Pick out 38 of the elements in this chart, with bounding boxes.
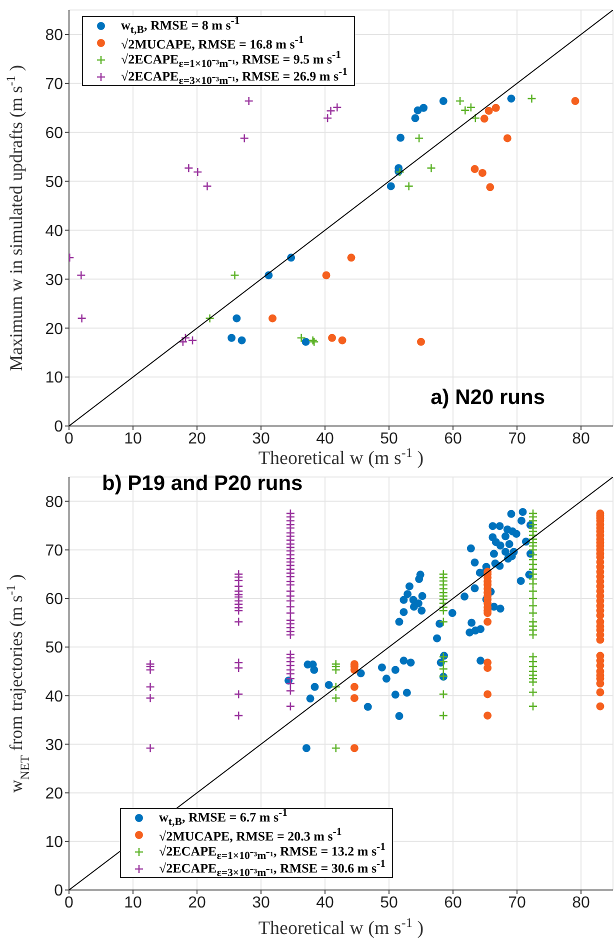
- x-axis-title: Theoretical w (m s$^{-1}$): [258, 914, 424, 939]
- x-tick-label: 70: [508, 894, 526, 912]
- y-tick-label: 10: [45, 370, 64, 387]
- x-tick-label: 60: [444, 894, 462, 912]
- x-tick-label: 20: [188, 894, 206, 912]
- x-tick-label: 50: [380, 430, 398, 448]
- y-tick-label: 80: [45, 27, 64, 44]
- y-tick-label: 70: [45, 76, 64, 94]
- x-tick-label: 30: [252, 430, 270, 448]
- y-tick-label: 70: [45, 542, 64, 560]
- y-tick-label: 10: [45, 834, 64, 852]
- y-tick-label: 50: [45, 640, 64, 657]
- y-tick-label: 30: [45, 736, 64, 754]
- y-tick-label: 30: [45, 272, 64, 289]
- y-tick-label: 80: [45, 494, 64, 511]
- x-tick-label: 40: [316, 430, 334, 448]
- x-tick-label: 30: [252, 894, 270, 912]
- x-axis-title: Theoretical w (m s$^{-1}$): [258, 444, 424, 469]
- y-tick-label: 20: [45, 786, 64, 803]
- y-tick-label: 0: [54, 882, 64, 900]
- x-tick-label: 20: [188, 430, 206, 448]
- x-tick-label: 70: [508, 430, 526, 448]
- x-tick-label: 50: [380, 894, 398, 912]
- y-tick-label: 40: [45, 688, 64, 706]
- x-tick-label: 60: [444, 430, 462, 448]
- y-tick-label: 60: [45, 125, 64, 142]
- y-tick-label: 40: [45, 222, 64, 240]
- x-tick-label: 10: [124, 430, 142, 448]
- x-tick-label: 80: [572, 430, 590, 448]
- y-tick-label: 50: [45, 174, 64, 191]
- y-tick-label: 20: [45, 320, 64, 338]
- x-tick-label: 80: [572, 894, 590, 912]
- x-tick-label: 10: [124, 894, 142, 912]
- x-tick-label: 40: [316, 894, 334, 912]
- text: a) N20 runs: [430, 386, 545, 410]
- y-tick-label: 0: [54, 418, 64, 436]
- chart-title: b) P19 and P20 runs: [102, 472, 303, 496]
- y-tick-label: 60: [45, 591, 64, 608]
